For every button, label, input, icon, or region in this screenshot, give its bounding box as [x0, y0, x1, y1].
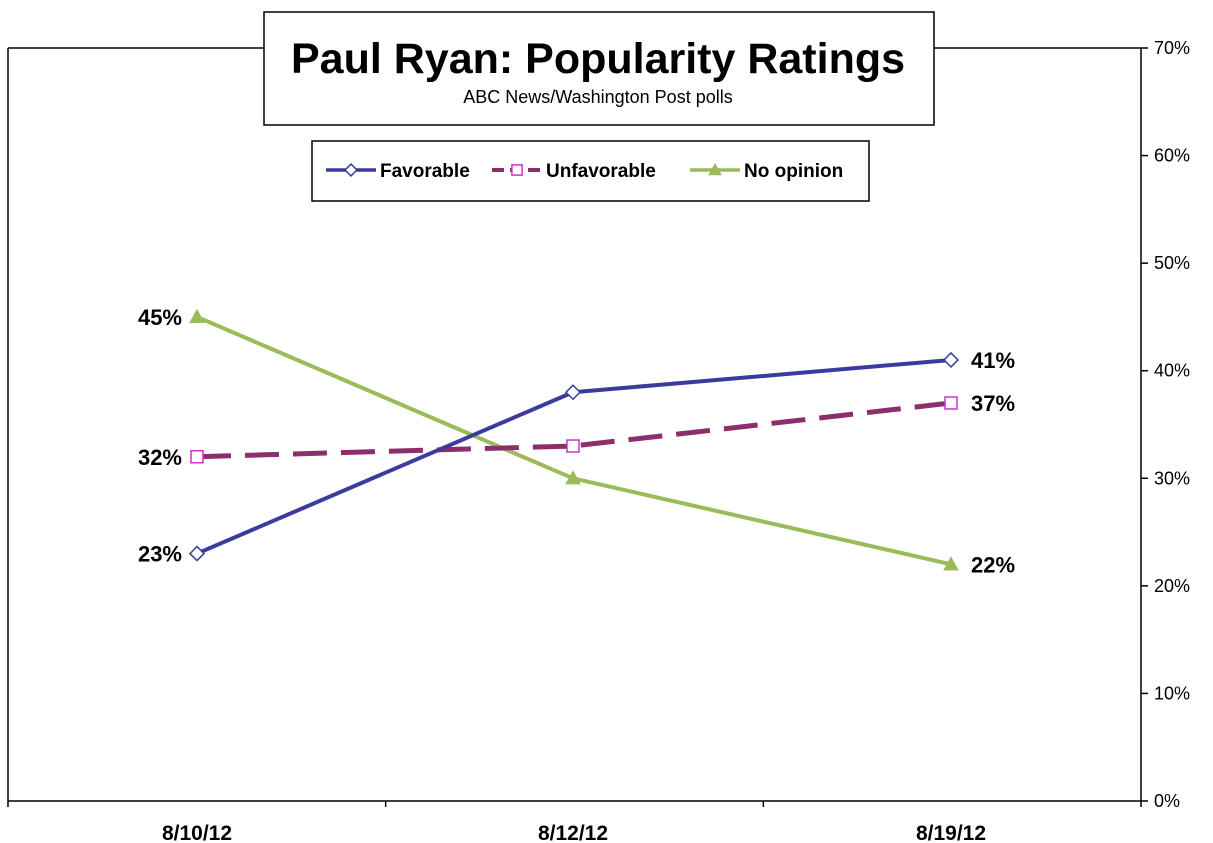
data-labels: 23% 41% 32% 37% 45% 22% [138, 305, 1015, 577]
x-axis-ticks: 8/10/12 8/12/12 8/19/12 [7, 801, 1142, 843]
data-label: 23% [138, 542, 182, 567]
legend: Favorable Unfavorable No opinion [311, 140, 870, 202]
legend-label: Unfavorable [546, 161, 656, 182]
data-label: 45% [138, 305, 182, 330]
y-tick-label: 50% [1154, 253, 1190, 273]
legend-label: Favorable [380, 161, 470, 182]
y-tick-label: 10% [1154, 683, 1190, 703]
y-tick-label: 60% [1154, 146, 1190, 166]
data-point-marker [944, 396, 958, 410]
data-label: 41% [971, 348, 1015, 373]
title-box: Paul Ryan: Popularity Ratings ABC News/W… [263, 11, 935, 126]
data-label: 37% [971, 391, 1015, 416]
data-point-marker [188, 545, 206, 562]
y-tick-label: 0% [1154, 791, 1180, 811]
chart-subtitle: ABC News/Washington Post polls [463, 87, 732, 107]
y-tick-label: 30% [1154, 468, 1190, 488]
data-point-marker [943, 556, 959, 571]
title-frame [263, 11, 935, 126]
legend-swatch-marker [708, 163, 722, 176]
series-line-unfavorable [196, 400, 952, 460]
x-tick-label: 8/19/12 [916, 822, 986, 843]
data-point-marker [942, 351, 960, 369]
data-label: 22% [971, 552, 1015, 577]
data-point-marker [566, 439, 580, 453]
chart-title: Paul Ryan: Popularity Ratings [291, 35, 905, 83]
data-point-marker [189, 308, 205, 324]
legend-label: No opinion [744, 161, 843, 182]
legend-frame [311, 140, 870, 202]
y-axis-ticks: 0% 10% 20% 30% 40% 50% 60% 70% [1141, 38, 1190, 811]
series-layer [188, 308, 960, 571]
legend-swatch-marker [511, 164, 523, 176]
x-tick-label: 8/12/12 [538, 822, 608, 843]
data-point-marker [565, 470, 581, 485]
y-tick-label: 40% [1154, 361, 1190, 381]
y-tick-label: 70% [1154, 38, 1190, 58]
data-point-marker [190, 450, 204, 464]
legend-swatch-marker [343, 162, 359, 178]
data-label: 32% [138, 445, 182, 470]
y-tick-label: 20% [1154, 576, 1190, 596]
x-tick-label: 8/10/12 [162, 822, 232, 843]
data-point-marker [564, 384, 582, 401]
